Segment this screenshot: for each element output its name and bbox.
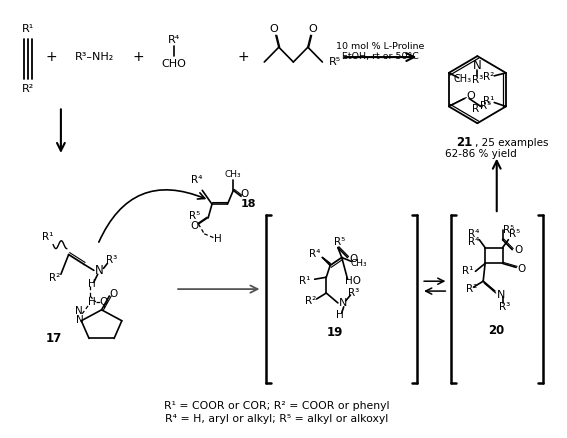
Text: R¹: R¹ xyxy=(483,95,494,106)
Text: O: O xyxy=(191,221,198,231)
Text: R¹: R¹ xyxy=(299,276,311,286)
Text: R⁵: R⁵ xyxy=(509,229,520,239)
Text: CH₃: CH₃ xyxy=(454,74,472,84)
Text: O: O xyxy=(99,297,108,307)
Text: R²: R² xyxy=(49,273,61,283)
Text: H: H xyxy=(336,310,344,320)
Text: R²: R² xyxy=(483,72,494,82)
Text: H: H xyxy=(214,234,222,244)
Text: R²: R² xyxy=(305,296,316,306)
Text: R²: R² xyxy=(22,84,34,94)
Text: EtOH, rt or 50°C: EtOH, rt or 50°C xyxy=(342,52,419,60)
Text: 17: 17 xyxy=(46,332,62,345)
Text: R³: R³ xyxy=(499,302,510,312)
Text: , 25 examples: , 25 examples xyxy=(476,138,549,148)
Text: 10 mol % L-Proline: 10 mol % L-Proline xyxy=(336,42,425,51)
Text: +: + xyxy=(237,50,249,64)
Text: O: O xyxy=(241,189,249,199)
Text: N: N xyxy=(338,298,347,308)
Text: R⁴: R⁴ xyxy=(468,237,479,247)
Text: +: + xyxy=(133,50,144,64)
Text: +: + xyxy=(45,50,57,64)
Text: N: N xyxy=(95,264,104,277)
Text: H: H xyxy=(88,279,96,289)
Text: R⁴: R⁴ xyxy=(468,229,479,239)
Text: 20: 20 xyxy=(489,324,505,337)
Text: O: O xyxy=(269,25,278,35)
Text: O: O xyxy=(467,91,476,101)
Text: R³: R³ xyxy=(348,288,359,298)
Text: R²: R² xyxy=(466,284,477,294)
Text: R³–NH₂: R³–NH₂ xyxy=(75,52,115,62)
Text: O: O xyxy=(308,25,317,35)
Text: R⁵: R⁵ xyxy=(334,237,345,247)
Text: R⁴: R⁴ xyxy=(472,104,483,114)
Text: O: O xyxy=(349,254,358,265)
Text: R¹: R¹ xyxy=(462,266,473,276)
Text: R¹: R¹ xyxy=(22,25,34,35)
Text: N: N xyxy=(75,306,83,316)
Text: O: O xyxy=(518,265,526,274)
Text: R¹: R¹ xyxy=(41,232,53,242)
Text: 21: 21 xyxy=(456,137,472,149)
Text: N: N xyxy=(497,290,505,300)
Text: N: N xyxy=(473,60,482,72)
Text: HO: HO xyxy=(345,276,361,286)
Text: N: N xyxy=(77,315,84,325)
Text: CH₃: CH₃ xyxy=(225,170,242,179)
Text: R⁵: R⁵ xyxy=(189,211,200,221)
Text: R⁴: R⁴ xyxy=(309,248,320,258)
Text: R⁵: R⁵ xyxy=(329,57,341,67)
Text: R⁴: R⁴ xyxy=(191,176,202,186)
Text: O: O xyxy=(514,244,522,254)
Text: R⁴: R⁴ xyxy=(168,35,180,45)
Text: R³: R³ xyxy=(472,75,483,85)
Text: R³: R³ xyxy=(105,255,117,265)
Text: H: H xyxy=(88,297,96,307)
Text: R⁵: R⁵ xyxy=(480,102,491,111)
Text: O: O xyxy=(109,289,117,299)
Text: 19: 19 xyxy=(327,326,343,339)
Text: R¹ = COOR or COR; R² = COOR or phenyl: R¹ = COOR or COR; R² = COOR or phenyl xyxy=(164,401,390,410)
Text: CH₃: CH₃ xyxy=(351,259,367,268)
Text: CHO: CHO xyxy=(162,59,187,69)
Text: R⁵: R⁵ xyxy=(503,225,514,235)
Text: 18: 18 xyxy=(241,199,256,209)
Text: 62-86 % yield: 62-86 % yield xyxy=(445,149,517,159)
Text: R⁴ = H, aryl or alkyl; R⁵ = alkyl or alkoxyl: R⁴ = H, aryl or alkyl; R⁵ = alkyl or alk… xyxy=(165,414,388,424)
